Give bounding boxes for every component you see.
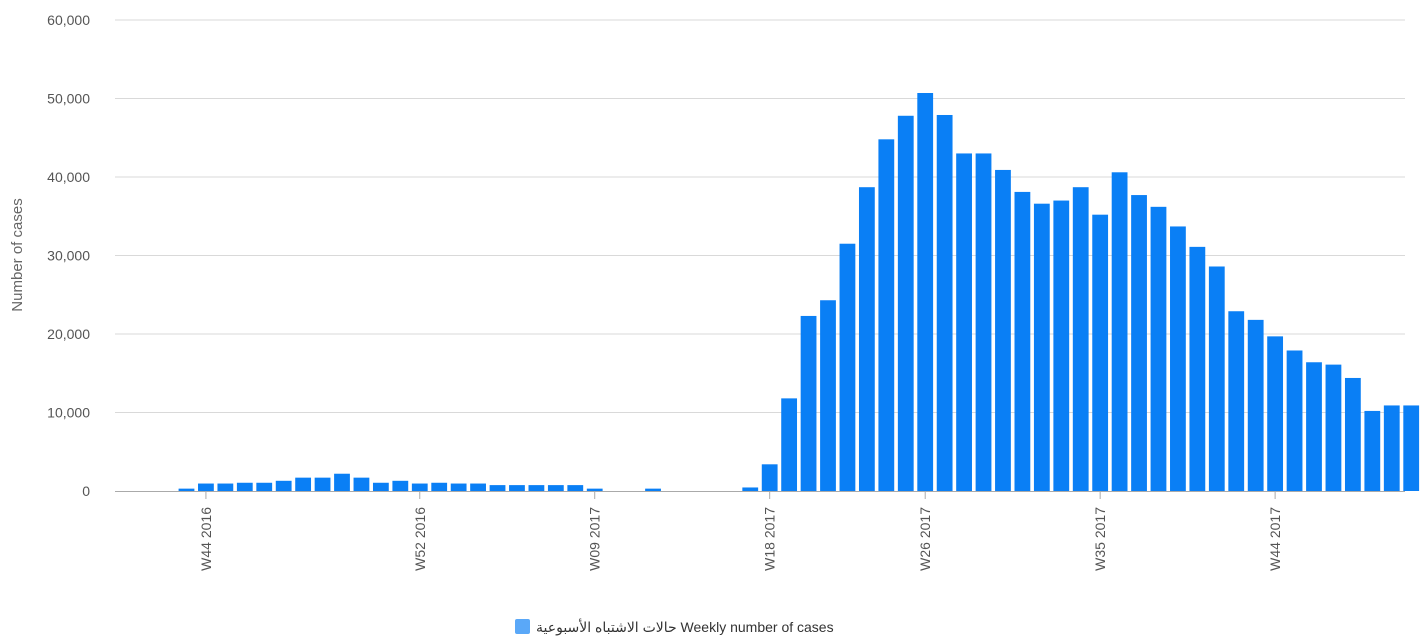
bar[interactable] (586, 488, 603, 491)
x-axis-tick-labels: W44 2016 W52 2016 W09 2017 W18 2017 W26 2017… (198, 491, 1283, 571)
x-tick-label: W18 2017 (762, 507, 778, 571)
bar[interactable] (1383, 405, 1400, 491)
bar[interactable] (1053, 200, 1070, 492)
bar[interactable] (256, 482, 273, 491)
bar[interactable] (217, 483, 234, 491)
bar[interactable] (1150, 206, 1167, 491)
bar[interactable] (1072, 187, 1089, 491)
bar[interactable] (1306, 362, 1322, 491)
bar[interactable] (1228, 311, 1245, 491)
bar[interactable] (1247, 319, 1264, 491)
x-tick-label: W52 2016 (412, 507, 428, 571)
bar[interactable] (353, 477, 370, 491)
y-axis-title: Number of cases (9, 198, 26, 311)
y-tick-label: 50,000 (47, 91, 90, 107)
bar[interactable] (334, 473, 350, 491)
bar[interactable] (295, 477, 312, 491)
bar[interactable] (1267, 336, 1284, 491)
y-tick-label: 30,000 (47, 248, 90, 264)
bar[interactable] (1111, 172, 1128, 492)
x-tick-label: W26 2017 (917, 507, 933, 571)
bar[interactable] (411, 483, 428, 491)
y-tick-label: 10,000 (47, 405, 90, 421)
bar[interactable] (489, 485, 506, 491)
bar[interactable] (1092, 214, 1109, 491)
bar[interactable] (236, 482, 253, 491)
bar[interactable] (392, 480, 409, 491)
x-tick-label: W44 2017 (1267, 507, 1283, 571)
bar[interactable] (1170, 226, 1186, 491)
bar[interactable] (431, 482, 448, 491)
x-tick-label: W35 2017 (1092, 507, 1108, 571)
bar[interactable] (995, 169, 1011, 491)
bar[interactable] (956, 153, 972, 491)
bar[interactable] (1364, 410, 1381, 491)
bar[interactable] (1208, 266, 1225, 491)
bar[interactable] (567, 485, 584, 491)
bar[interactable] (1189, 246, 1206, 491)
bar[interactable] (839, 243, 856, 491)
y-tick-label: 20,000 (47, 326, 90, 342)
bar[interactable] (781, 398, 798, 491)
bar[interactable] (878, 139, 895, 491)
bar[interactable] (742, 487, 759, 491)
bar[interactable] (547, 485, 564, 491)
bar[interactable] (450, 483, 467, 491)
bar[interactable] (1014, 191, 1031, 492)
bar[interactable] (975, 153, 992, 491)
bar[interactable] (858, 187, 875, 491)
y-tick-label: 40,000 (47, 169, 90, 185)
bar[interactable] (917, 93, 934, 491)
y-axis-tick-labels: 0 10,000 20,000 30,000 40,000 50,000 60,000 (47, 12, 90, 499)
bar[interactable] (1403, 405, 1420, 491)
bar[interactable] (761, 464, 778, 491)
x-tick-label: W44 2016 (198, 507, 214, 571)
legend-label: حالات الاشتباه الأسبوعية Weekly number o… (536, 618, 834, 636)
legend-swatch (515, 619, 530, 634)
bar[interactable] (372, 482, 389, 491)
bar[interactable] (314, 477, 331, 491)
bar[interactable] (1344, 377, 1361, 491)
bar[interactable] (936, 114, 953, 492)
bar[interactable] (198, 483, 214, 491)
legend[interactable]: حالات الاشتباه الأسبوعية Weekly number o… (515, 618, 834, 636)
bar[interactable] (1325, 364, 1342, 491)
bar[interactable] (800, 315, 817, 491)
bar[interactable] (528, 485, 545, 491)
bar[interactable] (470, 483, 486, 491)
bar[interactable] (1033, 203, 1050, 491)
y-tick-label: 0 (82, 483, 90, 499)
bar-series (178, 93, 1420, 492)
bar[interactable] (178, 488, 195, 491)
bar[interactable] (820, 300, 836, 491)
x-tick-label: W09 2017 (587, 507, 603, 571)
y-tick-label: 60,000 (47, 12, 90, 28)
bar[interactable] (275, 480, 292, 491)
bar[interactable] (645, 488, 661, 491)
bar[interactable] (1131, 195, 1147, 491)
bar[interactable] (1286, 350, 1303, 491)
bar[interactable] (509, 485, 525, 491)
bar[interactable] (897, 115, 914, 492)
